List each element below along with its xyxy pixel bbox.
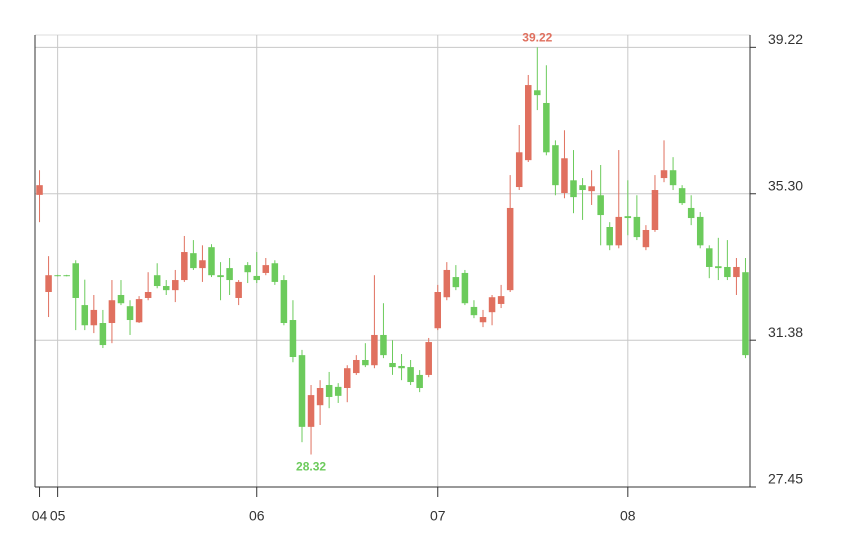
candle-body xyxy=(561,158,568,194)
candle-body xyxy=(696,216,704,246)
candle-body xyxy=(443,269,451,298)
candle-body xyxy=(316,388,324,406)
candle-body xyxy=(742,272,749,356)
candle-body xyxy=(407,367,414,383)
candle-body xyxy=(606,227,613,246)
candle-body xyxy=(380,334,387,356)
x-tick-label: 06 xyxy=(249,508,265,524)
candle-body xyxy=(515,152,523,188)
candle-body xyxy=(172,280,179,291)
candle-body xyxy=(479,317,487,323)
y-tick-label: 39.22 xyxy=(768,31,803,47)
candle-body xyxy=(208,247,215,276)
candle-body xyxy=(624,216,632,219)
candle-body xyxy=(162,286,170,291)
candle-body xyxy=(371,334,378,366)
candle-body xyxy=(343,368,351,389)
candle-body xyxy=(144,292,152,298)
candle-body xyxy=(117,294,125,304)
candle-body xyxy=(570,180,577,198)
candle-body xyxy=(497,296,505,304)
candle-body xyxy=(72,263,79,298)
candle-body xyxy=(534,90,541,96)
candle-body xyxy=(271,263,279,282)
candle-body xyxy=(325,385,333,397)
y-tick-label: 35.30 xyxy=(768,177,803,193)
candle-body xyxy=(597,195,604,216)
candle-body xyxy=(226,268,233,281)
x-tick-label: 08 xyxy=(620,508,636,524)
candle-body xyxy=(588,186,595,192)
candle-body xyxy=(461,272,469,304)
y-tick-label: 27.45 xyxy=(768,471,803,487)
candle-body xyxy=(36,185,43,195)
candle-body xyxy=(398,365,405,369)
candle-body xyxy=(651,190,659,230)
candle-body xyxy=(425,342,432,375)
candle-body xyxy=(45,275,52,293)
candle-body xyxy=(199,260,206,269)
candle-body xyxy=(280,280,288,324)
candle-body xyxy=(615,216,623,246)
candle-body xyxy=(353,359,360,374)
candle-body xyxy=(54,275,61,277)
candle-body xyxy=(235,281,242,298)
candle-body xyxy=(733,266,740,278)
candle-body xyxy=(126,306,134,321)
candle-body xyxy=(181,252,188,281)
candle-body xyxy=(525,85,532,161)
candle-body xyxy=(99,323,107,346)
candle-body xyxy=(706,248,713,267)
candle-body xyxy=(633,216,641,238)
candle-body xyxy=(307,395,315,427)
candle-body xyxy=(63,275,70,277)
candle-body xyxy=(253,275,260,281)
candle-body xyxy=(81,305,89,326)
candle-body xyxy=(217,275,224,278)
candle-body xyxy=(135,299,143,323)
candle-body xyxy=(678,188,686,204)
candle-body xyxy=(579,185,586,191)
candle-body xyxy=(334,386,342,396)
candle-body xyxy=(543,102,550,153)
candle-body xyxy=(244,265,251,273)
candle-body xyxy=(190,253,197,269)
candle-body xyxy=(660,170,668,179)
annotation: 28.32 xyxy=(296,460,326,474)
x-tick-label: 05 xyxy=(50,508,66,524)
candle-body xyxy=(416,374,423,389)
candle-body xyxy=(506,207,514,291)
candle-body xyxy=(642,229,650,248)
candle-body xyxy=(470,306,478,316)
candle-body xyxy=(298,355,306,427)
candle-body xyxy=(715,266,722,269)
candle-body xyxy=(434,292,442,329)
candle-body xyxy=(724,266,731,278)
candle-body xyxy=(262,265,270,273)
candle-body xyxy=(389,362,396,368)
x-tick-label: 04 xyxy=(32,508,48,524)
candle-body xyxy=(362,359,369,366)
candle-body xyxy=(669,170,677,186)
candle-body xyxy=(452,277,460,288)
candle-body xyxy=(108,300,116,324)
candle-body xyxy=(687,207,695,219)
candle-body xyxy=(289,320,297,358)
annotation: 39.22 xyxy=(522,30,552,44)
y-tick-label: 31.38 xyxy=(768,324,803,340)
candle-body xyxy=(153,275,161,287)
candle-body xyxy=(488,297,496,313)
x-tick-label: 07 xyxy=(430,508,446,524)
candle-body xyxy=(90,309,98,326)
candle-body xyxy=(552,145,559,186)
